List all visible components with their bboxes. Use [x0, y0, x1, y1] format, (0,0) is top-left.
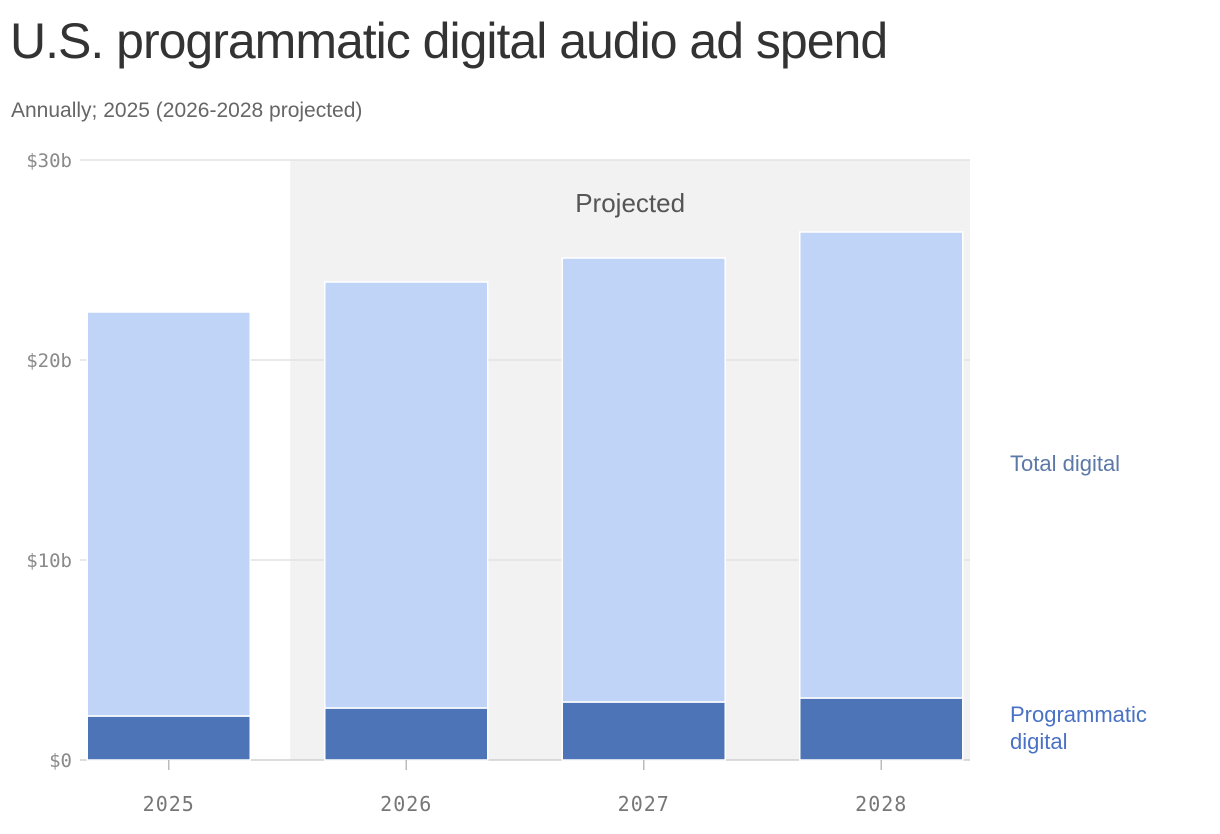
bar-programmatic-digital [324, 707, 489, 761]
bar-programmatic-digital [86, 715, 251, 761]
x-tick-label: 2026 [380, 792, 432, 816]
bar-programmatic-digital [561, 701, 726, 761]
y-tick-label: $30b [26, 150, 72, 172]
x-tick-label: 2027 [618, 792, 670, 816]
bar-programmatic-digital [799, 697, 964, 761]
legend-total-digital: Total digital [1010, 451, 1120, 476]
bar-total-digital [324, 281, 489, 709]
legend-programmatic-digital: Programmatic digital [1010, 702, 1147, 754]
x-tick-label: 2025 [143, 792, 195, 816]
y-tick-label: $10b [26, 550, 72, 572]
bar-total-digital [799, 231, 964, 699]
chart-title: U.S. programmatic digital audio ad spend [10, 13, 888, 69]
y-tick-label: $0 [49, 750, 72, 772]
bar-total-digital [86, 311, 251, 717]
x-tick-label: 2028 [855, 792, 907, 816]
chart-subtitle: Annually; 2025 (2026-2028 projected) [11, 99, 363, 122]
projected-label: Projected [575, 188, 685, 218]
bar-total-digital [561, 257, 726, 703]
y-tick-label: $20b [26, 350, 72, 372]
